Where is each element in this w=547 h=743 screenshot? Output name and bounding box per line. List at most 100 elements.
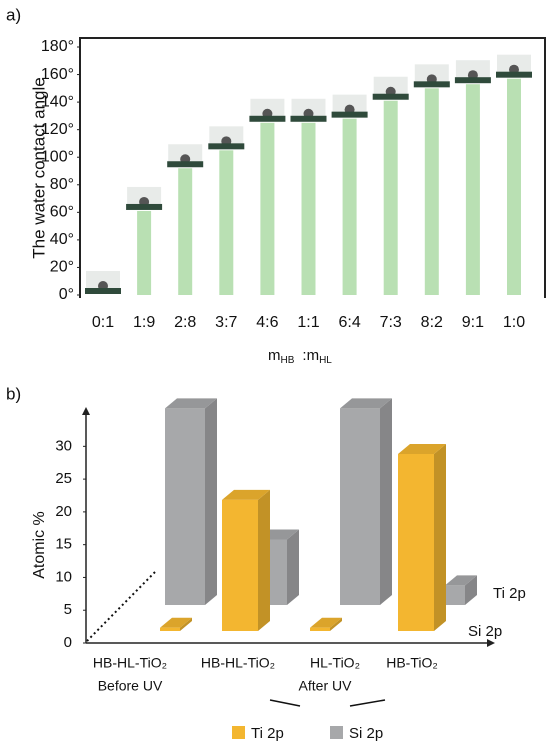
bar-side [205, 398, 217, 605]
legend-label: Si 2p [349, 725, 383, 742]
droplet-image [208, 126, 245, 150]
substrate [249, 115, 286, 122]
bar-front [340, 408, 380, 605]
substrate [496, 71, 532, 78]
y-tick-label: 140° [41, 93, 74, 110]
bar-3d [165, 398, 217, 605]
bar [383, 100, 398, 295]
y-tick-label: 0 [64, 634, 72, 651]
droplet-image [85, 271, 121, 294]
substrate [372, 93, 409, 100]
bar-side [380, 398, 392, 605]
bar-top [340, 398, 392, 409]
x-tick-label: HB-HL-TiO₂ [93, 655, 167, 671]
x-tick-label: 1:0 [503, 314, 525, 331]
x-tick-label: 4:6 [256, 314, 278, 331]
bar-3d [222, 489, 270, 631]
y-tick-label: 10 [55, 568, 72, 585]
y-tick-label: 5 [64, 601, 72, 618]
bar-front [398, 454, 434, 631]
x-tick-label: 0:1 [92, 314, 114, 331]
droplet-image [290, 98, 327, 122]
bar-side [180, 617, 192, 631]
bar-side [287, 529, 299, 605]
droplet-image [167, 144, 204, 168]
group-label: After UV [299, 678, 353, 694]
y-tick-label: 180° [41, 38, 74, 55]
droplet-image [454, 60, 491, 84]
bar-top [310, 617, 342, 628]
y-tick-label: 20 [55, 503, 72, 520]
bar [301, 122, 316, 296]
bar-side [434, 444, 446, 631]
bar-side [330, 617, 342, 631]
axis-arrow [487, 639, 495, 647]
bar [507, 78, 521, 295]
y-tick-label: 20° [50, 259, 74, 276]
substrate [331, 111, 368, 118]
bar-3d [310, 617, 342, 631]
x-tick-label: 6:4 [338, 314, 360, 331]
substrate [413, 81, 450, 88]
y-tick-label: 160° [41, 66, 74, 83]
row-label: Ti 2p [493, 585, 526, 602]
substrate [126, 203, 163, 210]
bar-3d [445, 575, 477, 605]
x-tick-label: 1:1 [297, 314, 319, 331]
bar-side [258, 489, 270, 631]
axis-arrow [82, 407, 90, 415]
substrate [85, 288, 121, 294]
plot-frame [79, 37, 546, 298]
y-tick-label: 0° [59, 286, 74, 303]
y-tick-label: 30 [55, 437, 72, 454]
x-tick-label: 2:8 [174, 314, 196, 331]
bar [178, 168, 193, 295]
y-tick-label: 15 [55, 536, 72, 553]
x-axis-label-part: :m [302, 347, 319, 364]
x-tick-label: 3:7 [215, 314, 237, 331]
legend-swatch [330, 726, 343, 739]
x-axis-label-part: HB [281, 355, 295, 366]
bar [260, 122, 275, 296]
bracket [269, 699, 301, 707]
x-axis-label: mHB :mHL [268, 347, 332, 366]
bracket [349, 699, 386, 707]
row-label: Si 2p [468, 623, 502, 640]
substrate [290, 115, 327, 122]
x-tick-label: 7:3 [380, 314, 402, 331]
bar-front [165, 408, 205, 605]
bar [424, 88, 439, 295]
legend-swatch [232, 726, 245, 739]
substrate [208, 143, 245, 150]
x-tick-label: HL-TiO₂ [310, 655, 360, 671]
bar [465, 84, 480, 295]
bar-front [160, 627, 180, 631]
panel-label: b) [6, 384, 21, 403]
guide-line [86, 571, 156, 642]
droplet-image [372, 76, 409, 100]
bar-top [398, 444, 446, 454]
x-tick-label: HB-HL-TiO₂ [201, 655, 275, 671]
y-tick-label: 60° [50, 204, 74, 221]
y-tick-label: 120° [41, 121, 74, 138]
bar-front [310, 627, 330, 631]
bar-top [222, 489, 270, 500]
x-axis-label-part: m [268, 347, 281, 364]
droplet-image [126, 186, 163, 210]
bar [342, 118, 357, 296]
x-tick-label: 8:2 [421, 314, 443, 331]
legend-label: Ti 2p [251, 725, 284, 742]
y-tick-label: 80° [50, 176, 74, 193]
bar-top [165, 398, 217, 409]
x-tick-label: HB-TiO₂ [386, 655, 438, 671]
y-tick-label: 100° [41, 148, 74, 165]
bar-3d [398, 444, 446, 631]
droplet-image [249, 98, 286, 122]
panel-label: a) [6, 5, 21, 24]
droplet-image [496, 54, 532, 78]
x-axis-label-part: HL [319, 355, 332, 366]
y-axis-label: Atomic % [31, 511, 48, 579]
bar [137, 210, 152, 295]
